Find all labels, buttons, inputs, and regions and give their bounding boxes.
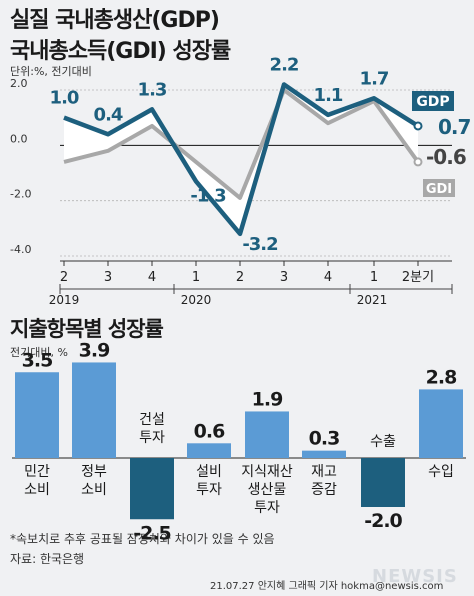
gdp-end-point [413,121,423,131]
bar-category-label: 생산물 [248,482,287,498]
chart-title-line2: 국내총소득(GDI) 성장률 [10,39,231,64]
bar [419,389,463,458]
section-title: 지출항목별 성장률 [10,317,164,341]
y-tick-label: -2.0 [10,188,31,201]
x-tick-label: 1 [192,270,200,285]
bar [72,362,116,458]
gdp-data-label: 1.3 [138,79,167,100]
gdp-data-label: 0.4 [94,104,123,125]
gdp-legend: GDP [412,91,454,111]
year-label: 2020 [181,293,212,307]
bar-value-label: 2.8 [426,366,457,388]
bar-category-label: 설비 [196,464,222,480]
x-tick-label: 2분기 [402,270,434,285]
y-tick-label: 0.0 [10,132,28,145]
bar-category-label: 투자 [139,430,165,446]
gdp-data-label: -1.3 [190,185,226,206]
footnote: *속보치로 추후 공표될 잠정치와 차이가 있을 수 있음 [10,532,275,546]
bar-category-label: 수출 [370,434,396,450]
section-unit-label: 전기대비, % [10,346,68,359]
x-tick-label: 1 [370,270,378,285]
unit-label: 단위:%, 전기대비 [10,65,92,78]
gdp-legend-label: GDP [416,94,449,110]
year-label: 2019 [49,293,80,307]
gdp-data-label: 1.1 [314,85,343,106]
bar [302,450,346,458]
gdi-data-label: -0.6 [426,145,466,169]
credit-label: 21.07.27 안지혜 그래픽 기자 hokma@newsis.com [210,581,444,592]
x-tick-label: 2 [236,270,244,285]
bar-value-label: 1.9 [252,388,283,410]
chart-title-line1: 실질 국내총생산(GDP) [10,8,220,33]
bar [15,372,59,458]
gdi-legend-label: GDI [426,182,452,197]
gdp-data-label: 0.7 [438,115,471,139]
bar [245,411,289,458]
bar-category-label: 투자 [196,482,222,498]
bar-value-label: 0.6 [194,420,225,442]
gdi-legend: GDI [423,179,455,197]
source-label: 자료: 한국은행 [10,552,85,566]
gdi-legend-box [423,179,455,197]
x-tick-label: 4 [148,270,156,285]
bar [187,443,231,458]
gdp-data-label: 1.7 [360,68,389,89]
watermark: NEWSIS [372,566,458,587]
bar-category-label: 수입 [428,464,454,480]
bar [361,458,405,507]
gdp-legend-box [412,91,454,111]
x-tick-label: 4 [324,270,332,285]
y-tick-label: 2.0 [10,77,28,90]
x-tick-label: 3 [280,270,288,285]
bar-category-label: 지식재산 [241,464,293,480]
gdi-end-point [413,157,423,167]
x-tick-label: 2 [60,270,68,285]
growth-line-chart: 2.0 0.0 -2.0 -4.0 1.0 0.4 1.3 -1.3 -3.2 2.2 1.1 1.7… [10,54,472,307]
year-label: 2021 [357,293,388,307]
gdp-data-label: 1.0 [50,88,79,109]
bar-category-label: 소비 [24,482,50,498]
bar [130,458,174,520]
bar-category-label: 투자 [254,500,280,516]
bar-category-label: 소비 [81,482,107,498]
bar-value-label: 0.3 [309,428,340,450]
x-tick-label: 3 [104,270,112,285]
gdp-series-line [63,82,420,237]
gdp-data-label: -3.2 [242,234,277,255]
gdp-data-label: 2.2 [270,54,299,75]
bar-category-label: 증감 [311,482,337,498]
gdi-series-line [63,88,420,200]
bar-value-label: -2.0 [364,510,402,532]
y-tick-label: -4.0 [10,243,31,256]
bar-category-label: 민간 [24,464,50,480]
bar-category-label: 건설 [139,412,165,428]
bar-category-label: 재고 [311,464,337,480]
bar-category-label: 정부 [81,464,107,480]
